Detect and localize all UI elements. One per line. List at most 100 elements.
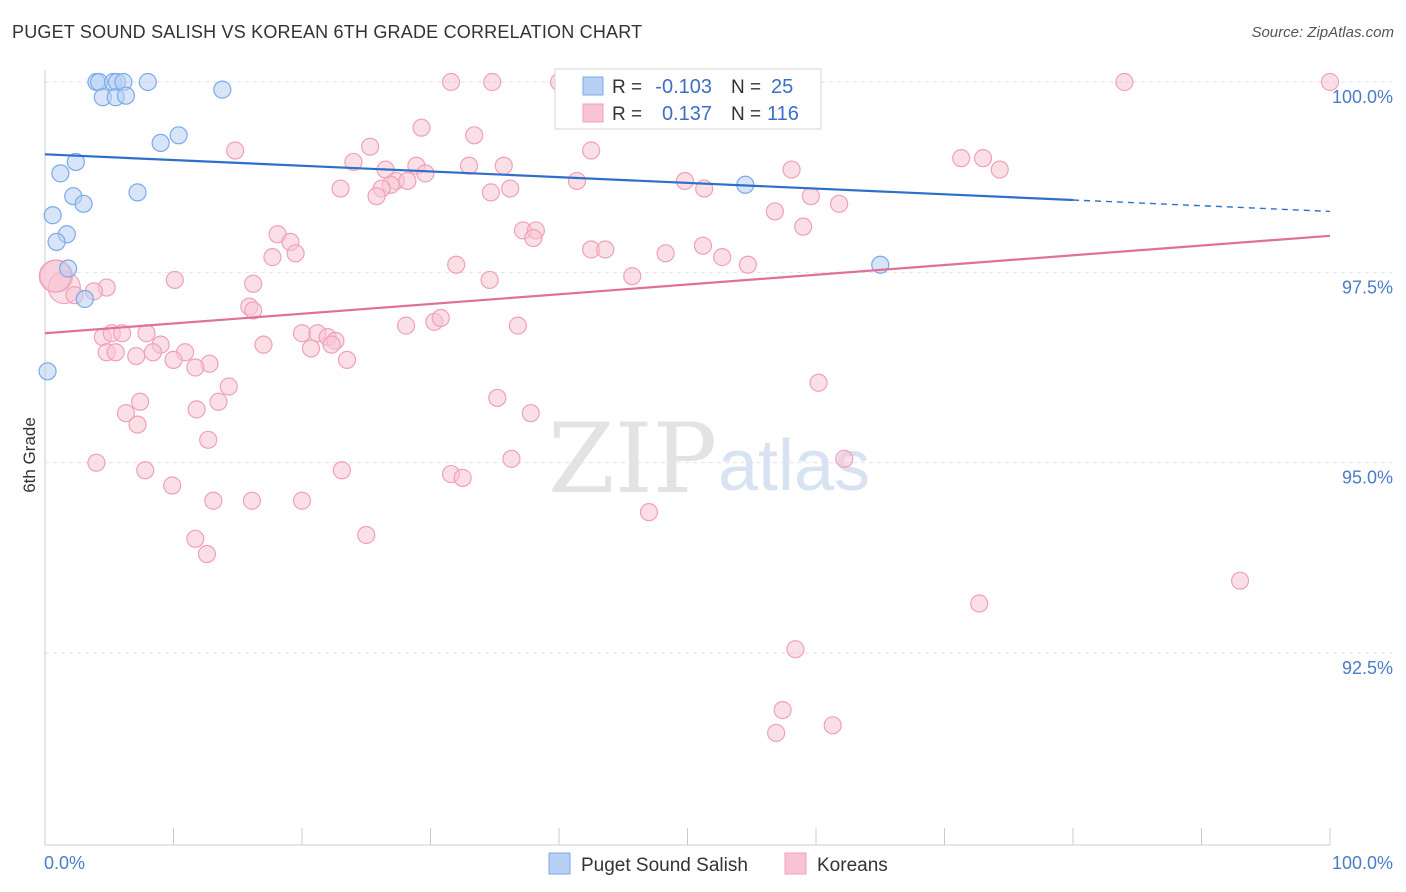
data-point [51,164,70,183]
data-point [199,430,218,449]
data-point [639,503,659,522]
legend-n-value-2: 116 [767,103,799,125]
data-point [116,86,136,105]
data-point [66,152,85,172]
axes [44,70,1331,846]
data-point [656,244,675,263]
data-point [143,343,163,362]
data-point [332,461,351,480]
data-point [675,171,695,191]
legend-swatch-puget [582,76,604,96]
grid-lines [45,81,1392,654]
data-point [38,362,57,381]
data-point [367,187,386,206]
data-point [738,255,757,274]
data-point [990,160,1009,179]
bottom-legend-swatch-puget [548,852,571,875]
data-point [186,358,205,377]
data-point [74,194,93,213]
legend-n-value-1: 25 [771,76,793,98]
data-point [459,156,479,175]
data-point [186,529,205,548]
y-tick-labels: 92.5% 95.0% 97.5% 100.0% [1332,87,1393,678]
data-point [582,141,601,160]
legend-swatch-koreans [582,103,604,123]
y-tick-label: 95.0% [1342,468,1393,488]
legend-r-value-2: 0.137 [662,103,712,125]
y-tick-label: 100.0% [1332,87,1393,107]
data-point [75,289,94,309]
legend-r-label-1: R = [612,77,642,98]
data-point [292,491,312,510]
data-point [151,133,170,153]
data-point [128,415,147,434]
y-tick-label: 92.5% [1342,658,1393,678]
data-point [494,156,513,175]
data-point [219,377,238,396]
data-point [508,316,527,335]
data-point [502,449,521,468]
data-point [483,72,502,92]
data-point [357,525,376,545]
stats-legend: R = -0.103 N = 25 R = 0.137 N = 116 [554,68,822,130]
legend-r-value-1: -0.103 [655,76,712,98]
data-point [830,194,849,213]
data-point [169,126,188,145]
data-point [501,179,520,198]
data-point [396,316,416,335]
bottom-legend-koreans: Koreans [817,855,888,876]
data-point [524,228,543,248]
data-point [809,373,828,392]
watermark-zip: ZIP [548,403,717,515]
data-point [244,274,263,293]
data-point [130,392,150,411]
trend-line-puget-extrapolation [1072,199,1331,213]
data-point [337,350,357,369]
data-point [344,152,363,172]
bottom-legend: Puget Sound Salish Koreans [548,852,888,876]
legend-n-label-1: N = [731,77,761,98]
data-point [623,267,642,286]
data-point [128,183,147,202]
data-point [322,335,341,354]
legend-n-label-2: N = [731,104,761,125]
y-axis-label: 6th Grade [20,417,39,493]
data-point [164,350,183,369]
data-point [43,206,62,225]
data-point [567,171,587,191]
data-point [416,164,435,183]
series-koreans [38,72,1340,743]
data-point [835,449,854,468]
data-point [767,723,786,743]
data-point [1320,72,1340,92]
data-point [331,179,350,198]
data-point [263,248,282,267]
data-point [412,118,431,137]
data-point [165,270,184,290]
data-point [693,236,713,255]
data-point [106,343,125,362]
legend-r-label-2: R = [612,104,642,125]
data-point [480,270,499,290]
data-point [209,392,228,411]
data-point [801,187,820,206]
chart-source: Source: ZipAtlas.com [1251,24,1394,41]
data-point [713,248,732,267]
data-point [116,404,136,423]
data-point [441,72,461,92]
bottom-legend-swatch-koreans [784,852,807,875]
data-point [226,141,245,160]
data-point [244,301,263,320]
x-tick-label: 0.0% [44,853,85,873]
data-point [87,453,106,472]
series-puget-sound-salish [38,72,890,381]
data-point [794,217,813,236]
data-point [970,594,989,613]
data-point [138,72,157,92]
bottom-legend-puget: Puget Sound Salish [581,855,748,876]
watermark: ZIP atlas [548,403,870,515]
data-point [973,149,993,168]
data-points [38,72,1340,743]
data-point [286,244,305,263]
data-point [127,346,146,366]
